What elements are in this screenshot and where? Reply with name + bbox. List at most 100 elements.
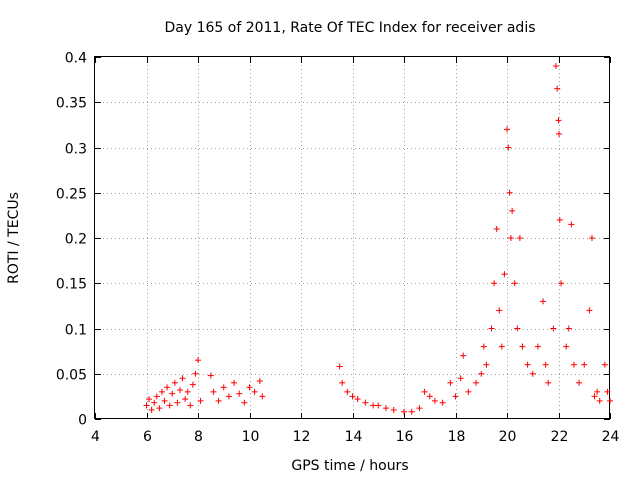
- data-point: [555, 117, 562, 124]
- x-tick-label: 14: [345, 429, 363, 445]
- data-point: [195, 357, 201, 364]
- y-tick-label: 0.4: [65, 51, 87, 67]
- data-point: [166, 402, 173, 409]
- data-point: [607, 397, 613, 404]
- data-point: [189, 381, 196, 388]
- data-point: [225, 393, 232, 400]
- data-point: [256, 377, 263, 384]
- data-point: [452, 393, 459, 400]
- y-tick-label: 0: [78, 413, 87, 429]
- data-point: [151, 399, 158, 406]
- data-point: [431, 397, 438, 404]
- data-point: [184, 388, 191, 395]
- data-point: [447, 379, 454, 386]
- data-point: [480, 343, 487, 350]
- data-point: [516, 235, 523, 241]
- data-point: [401, 408, 407, 415]
- data-point: [421, 388, 428, 395]
- x-axis-label: GPS time / hours: [291, 458, 408, 474]
- data-point: [375, 402, 382, 409]
- data-point: [550, 325, 557, 332]
- data-point: [210, 388, 217, 395]
- data-point: [161, 397, 168, 404]
- data-point: [542, 361, 549, 368]
- data-point: [507, 235, 514, 241]
- y-tick-label: 0.15: [56, 277, 87, 293]
- data-point: [241, 399, 248, 406]
- data-point: [176, 387, 183, 394]
- data-point: [501, 271, 508, 278]
- data-point: [519, 343, 526, 350]
- y-tick-label: 0.35: [56, 96, 87, 112]
- data-point: [187, 402, 194, 409]
- data-point: [552, 63, 559, 70]
- data-point: [259, 393, 266, 400]
- data-point: [576, 379, 583, 386]
- data-point: [596, 397, 603, 404]
- data-point: [207, 372, 214, 379]
- data-point: [565, 325, 572, 332]
- data-point: [563, 343, 570, 350]
- data-point: [581, 361, 588, 368]
- y-tick-label: 0.25: [56, 187, 87, 203]
- data-point: [529, 370, 536, 377]
- y-axis: 0 0.05 0.1 0.15 0.2 0.25 0.3 0.35 0.4: [56, 51, 610, 429]
- data-point: [493, 225, 500, 232]
- data-point: [416, 405, 423, 412]
- data-point: [498, 343, 505, 350]
- data-point: [231, 379, 238, 386]
- data-point: [604, 388, 611, 395]
- chart-title: Day 165 of 2011, Rate Of TEC Index for r…: [164, 20, 535, 36]
- data-point: [158, 388, 165, 395]
- data-point: [496, 307, 503, 314]
- data-point: [336, 363, 343, 370]
- y-tick-label: 0.3: [65, 142, 87, 158]
- x-tick-label: 16: [396, 429, 414, 445]
- x-tick-label: 4: [91, 429, 100, 445]
- data-point: [439, 399, 446, 406]
- data-point: [591, 393, 598, 400]
- data-point: [236, 390, 243, 397]
- x-tick-label: 10: [242, 429, 260, 445]
- data-point: [251, 388, 258, 395]
- data-point: [426, 393, 433, 400]
- data-point: [588, 235, 595, 241]
- y-tick-label: 0.2: [65, 232, 87, 248]
- data-point: [488, 325, 495, 332]
- data-point: [601, 361, 608, 368]
- data-point: [594, 388, 601, 395]
- data-point: [568, 221, 575, 228]
- data-point: [143, 402, 150, 409]
- data-point: [246, 384, 253, 391]
- data-point: [362, 399, 369, 406]
- y-tick-label: 0.05: [56, 368, 87, 384]
- data-point: [586, 307, 593, 314]
- data-point: [457, 375, 464, 382]
- data-point: [465, 388, 472, 395]
- data-point: [556, 216, 563, 223]
- data-point: [156, 405, 163, 412]
- plot-frame: [94, 56, 610, 419]
- data-point: [534, 343, 541, 350]
- data-point: [153, 393, 160, 400]
- data-point: [370, 402, 377, 409]
- data-point: [524, 361, 531, 368]
- data-point: [545, 379, 552, 386]
- data-point: [514, 325, 521, 332]
- data-point: [558, 280, 565, 287]
- data-point: [511, 280, 518, 287]
- data-point: [509, 207, 516, 214]
- x-tick-label: 22: [551, 429, 569, 445]
- data-point: [408, 408, 415, 415]
- data-point: [570, 361, 577, 368]
- data-point: [148, 406, 155, 413]
- x-tick-label: 18: [448, 429, 466, 445]
- data-point: [197, 397, 204, 404]
- grid-layer: [95, 57, 610, 419]
- data-point: [339, 379, 346, 386]
- data-point: [169, 390, 176, 397]
- data-point: [540, 298, 547, 305]
- y-tick-label: 0.1: [65, 323, 87, 339]
- data-point: [554, 85, 561, 92]
